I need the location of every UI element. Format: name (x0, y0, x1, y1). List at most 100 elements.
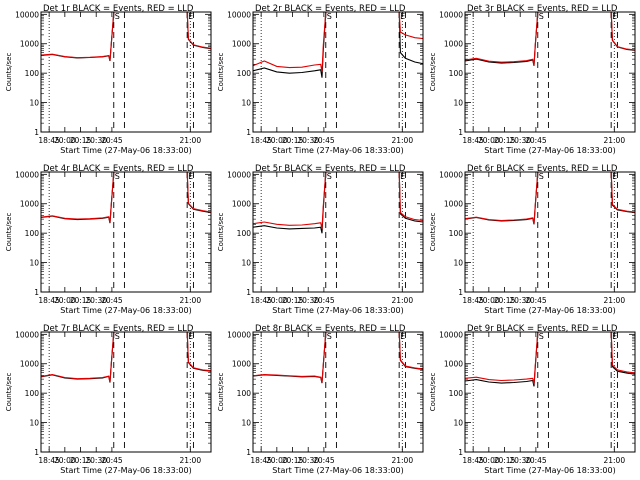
y-tick-label: 100 (25, 69, 40, 78)
lld-series-line (41, 172, 211, 223)
panel-1: Det 1r BLACK = Events, RED = LLD Counts/s… (5, 4, 212, 155)
plot-frame (464, 11, 636, 133)
x-tick-label: 18:45 (462, 456, 484, 465)
plot-frame (464, 171, 636, 293)
panel-9: Det 9r BLACK = Events, RED = LLD Counts/s… (429, 324, 636, 475)
y-axis-label: Counts/sec (429, 373, 437, 412)
y-tick-label: 10 (241, 419, 251, 428)
y-tick-label: 100 (449, 69, 464, 78)
x-tick-label: 20:30 (85, 456, 107, 465)
plot-frame (252, 331, 424, 453)
start-marker-label: S (539, 332, 544, 341)
y-tick-label: 1000 (20, 40, 39, 49)
y-tick-label: 1000 (444, 40, 463, 49)
x-tick-label: 18:45 (250, 296, 272, 305)
lld-series-line (253, 12, 423, 72)
y-tick-label: 10000 (15, 10, 39, 19)
lld-series-line (465, 172, 635, 224)
y-axis-label: Counts/sec (429, 213, 437, 252)
x-tick-label: 20:45 (313, 136, 335, 145)
x-tick-label: 20:30 (85, 136, 107, 145)
end-marker-label: E (188, 12, 193, 21)
panel-title: Det 2r BLACK = Events, RED = LLD (255, 4, 406, 14)
x-tick-label: 20:15 (494, 296, 516, 305)
y-axis-label: Counts/sec (429, 53, 437, 92)
x-tick-label: 20:15 (282, 456, 304, 465)
y-tick-label: 10000 (227, 170, 251, 179)
plot-frame (252, 171, 424, 293)
x-tick-label: 20:30 (297, 456, 319, 465)
panel-3: Det 3r BLACK = Events, RED = LLD Counts/s… (429, 4, 636, 155)
lld-series-line (41, 332, 211, 383)
lld-series-line (253, 172, 423, 230)
x-tick-label: 20:45 (313, 296, 335, 305)
x-tick-label: 20:15 (70, 456, 92, 465)
x-tick-label: 20:00 (478, 456, 500, 465)
y-tick-label: 10 (29, 259, 39, 268)
end-marker-label: E (612, 172, 617, 181)
x-tick-label: 21:00 (179, 456, 201, 465)
events-series-line (465, 172, 635, 225)
end-marker-label: E (400, 172, 405, 181)
y-axis-label: Counts/sec (217, 53, 225, 92)
y-tick-label: 1 (458, 448, 463, 457)
x-tick-label: 21:00 (391, 136, 413, 145)
end-marker-label: E (188, 172, 193, 181)
y-tick-label: 10 (241, 99, 251, 108)
y-tick-label: 1000 (444, 360, 463, 369)
end-marker-label: E (612, 12, 617, 21)
x-tick-label: 18:45 (38, 456, 60, 465)
lld-series-line (41, 12, 211, 61)
y-tick-label: 10 (453, 259, 463, 268)
y-tick-label: 1 (246, 128, 251, 137)
x-axis-label: Start Time (27-May-06 18:33:00) (60, 146, 191, 155)
x-tick-label: 20:00 (478, 136, 500, 145)
x-tick-label: 20:15 (70, 296, 92, 305)
events-series-line (253, 12, 423, 78)
end-marker-label: E (612, 332, 617, 341)
lld-series-line (465, 12, 635, 66)
x-axis-label: Start Time (27-May-06 18:33:00) (484, 306, 615, 315)
y-tick-label: 1000 (20, 360, 39, 369)
y-tick-label: 10 (29, 99, 39, 108)
panel-title: Det 1r BLACK = Events, RED = LLD (43, 4, 194, 14)
plot-frame (40, 171, 212, 293)
x-tick-label: 20:30 (509, 456, 531, 465)
y-axis-label: Counts/sec (5, 53, 13, 92)
x-tick-label: 20:00 (478, 296, 500, 305)
lld-series-line (253, 332, 423, 383)
panel-title: Det 4r BLACK = Events, RED = LLD (43, 164, 194, 174)
plot-frame (252, 11, 424, 133)
x-axis-label: Start Time (27-May-06 18:33:00) (60, 466, 191, 475)
x-tick-label: 21:00 (603, 296, 625, 305)
y-tick-label: 100 (449, 389, 464, 398)
x-tick-label: 20:15 (70, 136, 92, 145)
panel-7: Det 7r BLACK = Events, RED = LLD Counts/s… (5, 324, 212, 475)
panel-4: Det 4r BLACK = Events, RED = LLD Counts/s… (5, 164, 212, 315)
x-tick-label: 20:45 (101, 296, 123, 305)
x-tick-label: 20:00 (54, 136, 76, 145)
x-tick-label: 20:15 (494, 456, 516, 465)
events-series-line (465, 332, 635, 387)
x-tick-label: 21:00 (179, 136, 201, 145)
x-axis-label: Start Time (27-May-06 18:33:00) (484, 466, 615, 475)
x-tick-label: 18:45 (250, 456, 272, 465)
x-tick-label: 18:45 (38, 296, 60, 305)
y-tick-label: 1 (458, 128, 463, 137)
y-tick-label: 1000 (232, 200, 251, 209)
start-marker-label: S (539, 172, 544, 181)
start-marker-label: S (327, 332, 332, 341)
end-marker-label: E (400, 12, 405, 21)
y-tick-label: 10000 (439, 10, 463, 19)
y-tick-label: 1000 (444, 200, 463, 209)
y-tick-label: 1 (34, 448, 39, 457)
panel-2: Det 2r BLACK = Events, RED = LLD Counts/s… (217, 4, 424, 155)
y-tick-label: 1000 (232, 360, 251, 369)
x-tick-label: 20:15 (282, 296, 304, 305)
x-tick-label: 20:45 (101, 136, 123, 145)
start-marker-label: S (115, 332, 120, 341)
y-tick-label: 10 (241, 259, 251, 268)
events-series-line (465, 12, 635, 66)
x-tick-label: 20:00 (266, 296, 288, 305)
panel-title: Det 9r BLACK = Events, RED = LLD (467, 324, 618, 334)
